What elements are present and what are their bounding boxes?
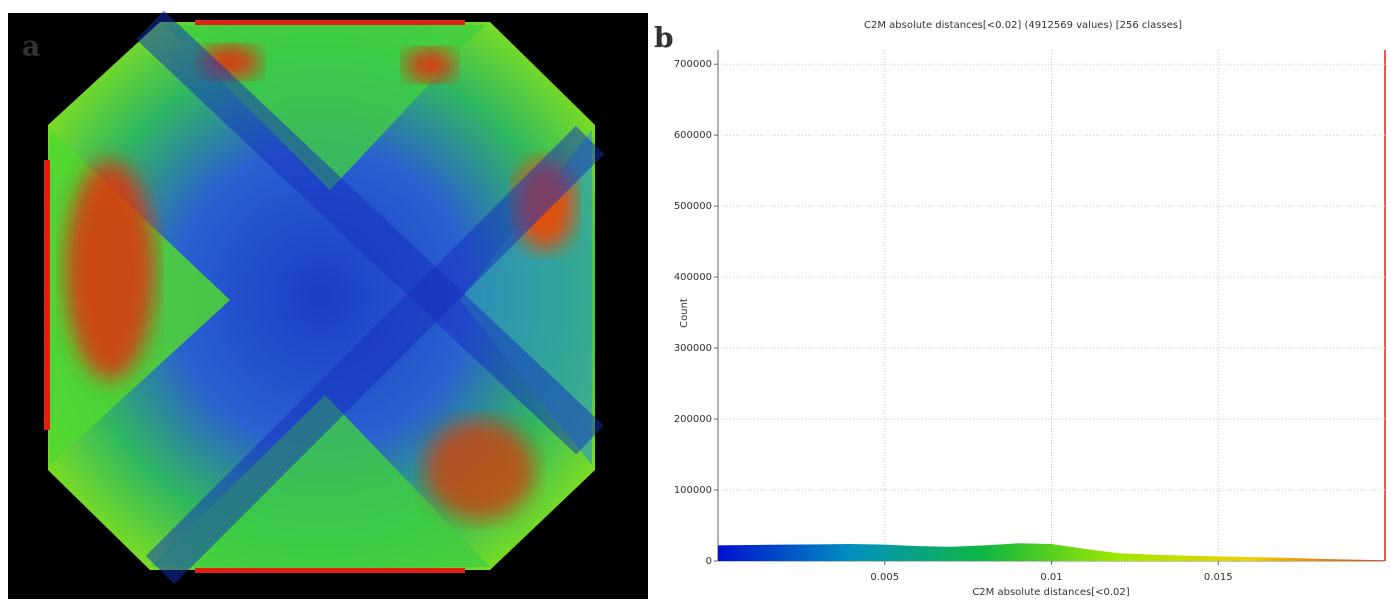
y-tick-label: 400000 <box>674 272 712 283</box>
x-tick-label: 0.005 <box>870 572 899 583</box>
x-tick-label: 0.015 <box>1204 572 1233 583</box>
figure: a b C2M absolute distances[<0.02] (49125… <box>0 0 1391 599</box>
y-tick-label: 600000 <box>674 130 712 141</box>
panel-label: a <box>22 30 40 63</box>
y-tick-label: 700000 <box>674 59 712 70</box>
y-tick-label: 500000 <box>674 201 712 212</box>
y-tick-label: 100000 <box>674 485 712 496</box>
histogram-area <box>718 543 1385 561</box>
chart-title: C2M absolute distances[<0.02] (4912569 v… <box>864 20 1182 31</box>
y-tick-label: 200000 <box>674 414 712 425</box>
panel-label: b <box>654 22 674 55</box>
x-axis-label: C2M absolute distances[<0.02] <box>972 587 1129 598</box>
y-axis-label: Count <box>679 298 690 328</box>
y-tick-label: 0 <box>706 556 712 567</box>
y-tick-label: 300000 <box>674 343 712 354</box>
x-tick-label: 0.01 <box>1040 572 1062 583</box>
page: a b C2M absolute distances[<0.02] (49125… <box>0 0 1391 599</box>
point-cloud <box>44 20 595 573</box>
